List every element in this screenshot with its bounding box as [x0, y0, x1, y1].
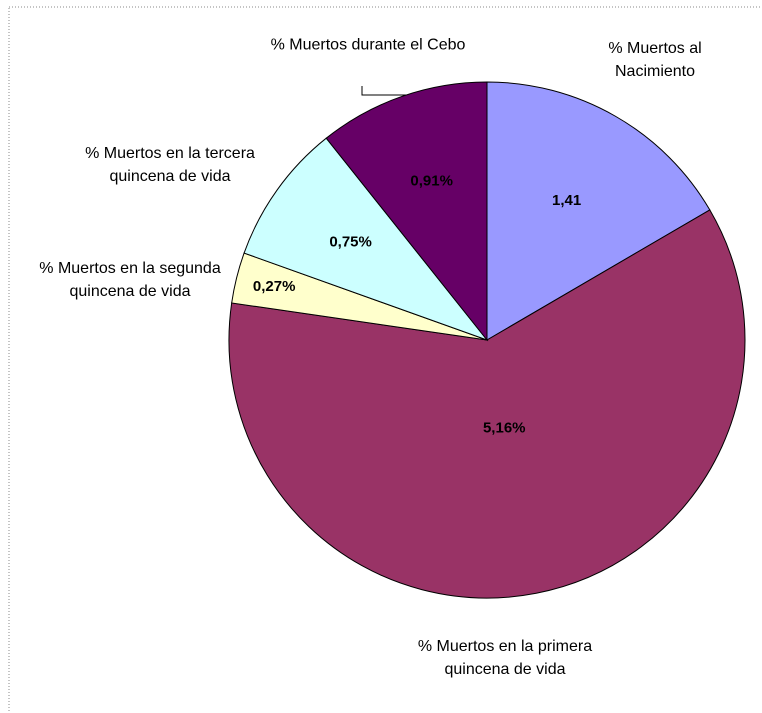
pie-slice — [243, 137, 489, 342]
slice-label: % Muertos en la segunda quincena de vida — [39, 260, 221, 300]
data-label: 0,75% — [329, 233, 372, 250]
leader-line — [361, 86, 420, 96]
data-label: 5,16% — [483, 420, 526, 437]
slice-label: % Muertos durante el Cebo — [270, 36, 466, 54]
slice-label: % Muertos al Nacimiento — [608, 40, 702, 80]
slice-label: % Muertos en la tercera quincena de vida — [85, 145, 255, 185]
data-label: 0,27% — [253, 278, 296, 295]
pie-slice — [486, 81, 711, 341]
slice-label: % Muertos en la primera quincena de vida — [417, 638, 593, 678]
pie-slice — [325, 81, 488, 342]
data-label: 1,41 — [552, 192, 581, 209]
data-label: 0,91% — [410, 173, 453, 190]
pie-slice — [228, 209, 746, 599]
